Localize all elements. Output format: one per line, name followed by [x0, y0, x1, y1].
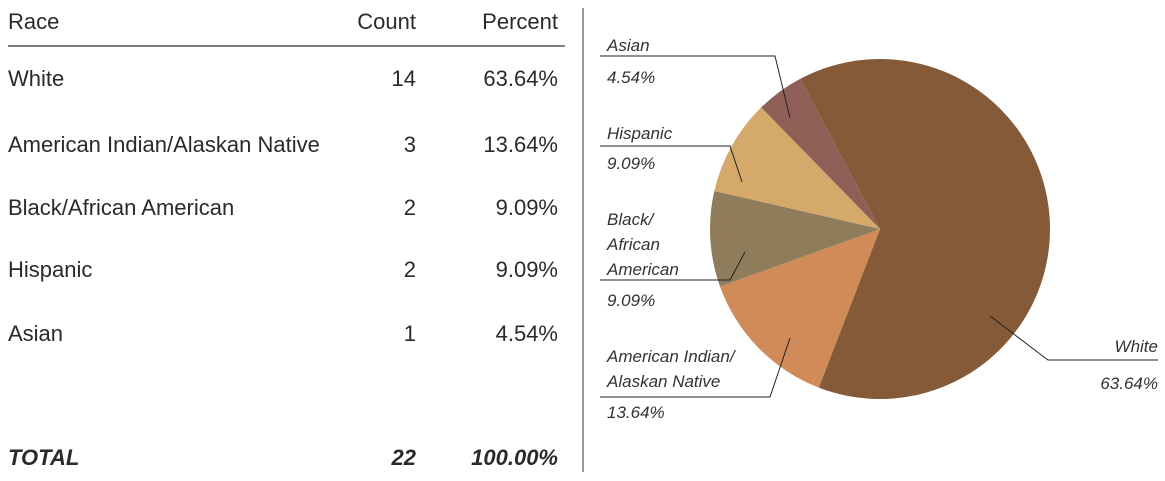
slice-label: Black/ African American [607, 210, 679, 279]
leader-line [600, 337, 791, 398]
row-cell: Black/African American [8, 195, 235, 220]
row-cell: Asian [8, 321, 64, 346]
leader-line [600, 55, 791, 119]
row-cell: American Indian/Alaskan Native [8, 132, 320, 157]
slice-value-label: 63.64% [1100, 374, 1158, 393]
slice-value-label: 9.09% [607, 291, 656, 310]
header-cell: Percent [482, 9, 558, 34]
row-cell: 9.09% [495, 257, 558, 282]
pie-slice [761, 78, 880, 229]
row-cell: 9.09% [495, 195, 558, 220]
total-cell: 22 [391, 445, 416, 470]
row-cell: White [8, 66, 65, 91]
pie-slice [720, 229, 880, 388]
row-cell: 2 [403, 195, 416, 220]
pie-slice [800, 59, 1050, 400]
leader-line [600, 145, 743, 183]
row-cell: 63.64% [483, 66, 558, 91]
total-cell: TOTAL [8, 445, 80, 470]
slice-label: Asian [607, 36, 650, 55]
header-cell: Count [357, 9, 416, 34]
row-cell: 3 [403, 132, 416, 157]
row-cell: 13.64% [483, 132, 558, 157]
slice-label: Hispanic [607, 124, 673, 143]
leader-line [600, 251, 746, 281]
slice-label: White [1114, 337, 1158, 356]
slice-value-label: 13.64% [607, 403, 665, 422]
pie-slice [714, 107, 880, 229]
row-cell: 4.54% [495, 321, 558, 346]
header-cell: Race [8, 9, 60, 34]
row-cell: Hispanic [8, 257, 93, 282]
total-cell: 100.00% [471, 445, 558, 470]
slice-value-label: 9.09% [607, 154, 656, 173]
row-cell: 1 [403, 321, 416, 346]
row-cell: 14 [391, 66, 416, 91]
slice-label: American Indian/ Alaskan Native [607, 347, 735, 391]
pie-slice [710, 190, 880, 287]
slice-value-label: 4.54% [607, 68, 656, 87]
row-cell: 2 [403, 257, 416, 282]
leader-line [989, 315, 1158, 361]
